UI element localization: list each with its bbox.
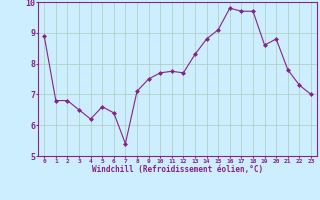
X-axis label: Windchill (Refroidissement éolien,°C): Windchill (Refroidissement éolien,°C) xyxy=(92,165,263,174)
